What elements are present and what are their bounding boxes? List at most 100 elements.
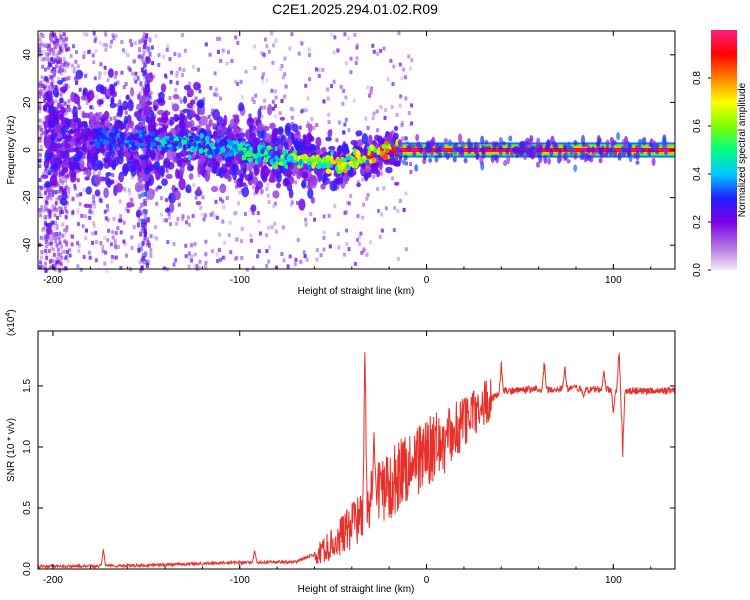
spectrogram-noise-cell	[400, 123, 404, 128]
spectrogram-cloud-cell	[258, 161, 264, 168]
spectrogram-noise-cell	[280, 252, 284, 256]
spectrogram-band-halo	[415, 134, 420, 142]
spectrogram-streak-cell	[144, 35, 148, 41]
spectrogram-cloud-cell	[164, 207, 171, 213]
spectrogram-noise-cell	[77, 222, 80, 226]
spectrogram-noise-cell	[114, 34, 118, 38]
spectrogram-cloud-cell	[350, 139, 358, 146]
spectrogram-noise-cell	[407, 54, 411, 59]
spectrogram-noise-cell	[43, 220, 47, 225]
spectrogram-noise-cell	[56, 196, 60, 201]
spectrogram-band-halo	[480, 135, 485, 145]
spectrogram-noise-cell	[263, 98, 267, 103]
spectrogram-noise-cell	[53, 263, 57, 268]
spectrogram-noise-cell	[39, 213, 42, 218]
spectrogram-band-halo	[545, 143, 550, 153]
spectrogram-noise-cell	[40, 80, 44, 84]
spectrogram-noise-cell	[75, 50, 78, 55]
spectrogram-noise-cell	[218, 36, 222, 41]
spectrogram-cloud-cell	[55, 124, 63, 136]
spectrogram-noise-cell	[101, 245, 105, 250]
spectrogram-band-halo	[543, 154, 548, 164]
spectrogram-noise-cell	[60, 43, 64, 48]
spectrogram-ridge-cell	[191, 147, 198, 151]
spectrogram-noise-cell	[281, 75, 285, 80]
spectrogram-ridge-cell	[292, 150, 298, 154]
spectrogram-noise-cell	[56, 247, 60, 252]
spectrogram-noise-cell	[65, 47, 69, 52]
spectrogram-noise-cell	[299, 259, 303, 264]
spectrogram-noise-cell	[120, 39, 124, 44]
spectrogram-noise-cell	[302, 250, 306, 255]
spectrogram-noise-cell	[48, 241, 51, 246]
spectrogram-noise-cell	[145, 45, 149, 50]
spectrogram-noise-cell	[378, 235, 382, 239]
spectrogram-noise-cell	[294, 257, 298, 262]
spectrogram-band-halo	[389, 150, 394, 159]
spectrogram-cloud-cell	[276, 182, 281, 189]
spectrogram-noise-cell	[280, 99, 284, 103]
spectrogram-streak-cell	[140, 67, 144, 73]
spectrogram-cloud-cell	[298, 198, 306, 211]
spectrogram-noise-cell	[216, 49, 220, 54]
spectrogram-band-halo	[610, 140, 615, 147]
spectrogram-noise-cell	[44, 266, 47, 271]
spectrogram-cloud-cell	[85, 186, 93, 195]
spectrogram-band-halo	[398, 149, 403, 160]
spectrogram-noise-cell	[49, 39, 53, 44]
spectrogram-noise-cell	[57, 235, 61, 240]
spectrogram-band-halo	[412, 151, 417, 157]
spectrogram-ridge-cell	[109, 132, 114, 138]
spectrogram-ridge-cell	[129, 139, 134, 145]
spectrogram-cloud-cell	[122, 100, 129, 111]
spectrogram-band-halo	[564, 151, 569, 158]
spectrogram-noise-cell	[54, 139, 58, 144]
spectrogram-cloud-cell	[61, 106, 66, 114]
spectrogram-noise-cell	[253, 66, 257, 70]
spectrogram-band-halo	[579, 150, 584, 155]
spectrogram-cloud-cell	[259, 139, 267, 144]
spectrogram-noise-cell	[312, 125, 316, 130]
spectrogram-noise-cell	[213, 71, 217, 76]
spectrogram-cloud-cell	[62, 133, 68, 139]
spectrogram-cloud-cell	[64, 143, 71, 149]
spectrogram-noise-cell	[54, 59, 58, 64]
spectrogram-noise-cell	[174, 88, 178, 93]
spectrogram-noise-cell	[38, 38, 42, 42]
spectrogram-noise-cell	[80, 213, 84, 218]
spectrogram-noise-cell	[239, 79, 243, 84]
spectrogram-noise-cell	[392, 64, 396, 69]
spectrogram-noise-cell	[240, 226, 244, 231]
spectrogram-noise-cell	[216, 259, 220, 263]
spectrogram-noise-cell	[88, 255, 92, 260]
spectrogram-noise-cell	[38, 136, 42, 141]
spectrogram-noise-cell	[56, 168, 60, 172]
spectrogram-noise-cell	[114, 245, 118, 250]
spectrogram-streak-cell	[137, 247, 141, 253]
spectrogram-cloud-cell	[165, 173, 173, 179]
spectrogram-cloud-cell	[122, 163, 130, 175]
spectrogram-noise-cell	[248, 113, 252, 118]
spectrogram-band-halo	[487, 145, 492, 151]
spectrogram-noise-cell	[200, 212, 204, 217]
spectrogram-ridge-cell	[236, 143, 243, 148]
spectrogram-cloud-cell	[232, 171, 237, 181]
spectrogram-band-halo	[600, 150, 605, 159]
spectrogram-cloud-cell	[70, 91, 76, 103]
spectrogram-cloud-cell	[117, 105, 123, 116]
spectrogram-ridge-cell	[80, 128, 87, 133]
spectrogram-noise-cell	[45, 43, 49, 48]
spectrogram-noise-cell	[46, 57, 50, 62]
spectrogram-noise-cell	[58, 253, 62, 257]
spectrogram-noise-cell	[55, 208, 59, 212]
spectrogram-band-halo	[597, 137, 602, 144]
spectrogram-noise-cell	[362, 246, 366, 251]
spectrogram-noise-cell	[43, 86, 46, 91]
spectrogram-ridge-cell	[96, 147, 100, 155]
spectrogram-noise-cell	[154, 225, 158, 230]
spectrogram-cloud-cell	[343, 173, 350, 183]
spectrogram-noise-cell	[234, 179, 237, 184]
snr-x-label: Height of straight line (km)	[298, 584, 415, 595]
spectrogram-noise-cell	[234, 35, 238, 40]
spectrogram-noise-cell	[63, 111, 66, 116]
